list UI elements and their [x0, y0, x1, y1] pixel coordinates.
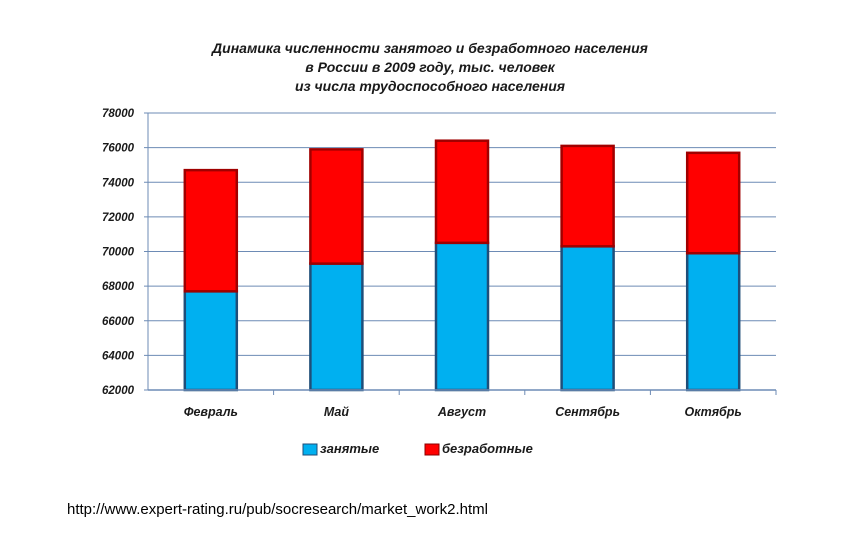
x-axis-category-labels: Февраль Май Август Сентябрь Октябрь — [184, 390, 777, 419]
bar-unemployed-1 — [309, 148, 364, 265]
bars — [183, 139, 741, 392]
y-tick-label: 68000 — [102, 281, 135, 293]
bar-employed-0 — [183, 290, 239, 392]
x-category-label: Февраль — [184, 405, 238, 419]
y-tick-label: 76000 — [102, 143, 135, 155]
y-tick-label: 62000 — [102, 385, 135, 397]
stacked-bar-chart: Динамика численности занятого и безработ… — [102, 40, 777, 456]
y-tick-label: 74000 — [102, 177, 135, 189]
chart-title-line-3: из числа трудоспособного населения — [295, 78, 565, 94]
legend-swatch-unemployed — [424, 443, 440, 456]
bar-unemployed-2 — [434, 139, 490, 245]
legend: занятые безработные — [302, 441, 533, 456]
legend-swatch-employed — [302, 443, 318, 456]
x-category-label: Сентябрь — [555, 405, 620, 419]
x-category-label: Август — [437, 405, 486, 419]
x-category-label: Май — [324, 405, 350, 419]
y-tick-label: 64000 — [102, 350, 135, 362]
legend-label-employed: занятые — [320, 441, 379, 456]
bar-employed-4 — [685, 251, 741, 392]
y-tick-label: 78000 — [102, 108, 135, 120]
bar-employed-2 — [434, 241, 490, 392]
x-category-label: Октябрь — [685, 405, 742, 419]
legend-label-unemployed: безработные — [442, 441, 533, 456]
y-tick-label: 66000 — [102, 316, 135, 328]
bar-unemployed-4 — [685, 151, 741, 255]
y-tick-label: 72000 — [102, 212, 135, 224]
y-tick-label: 70000 — [102, 247, 135, 259]
y-axis-tick-labels: 78000 76000 74000 72000 70000 68000 66000 64000… — [102, 108, 135, 397]
chart-title-line-2: в России в 2009 году, тыс. человек — [305, 59, 555, 75]
bar-employed-1 — [309, 262, 364, 392]
bar-unemployed-3 — [560, 144, 615, 248]
chart-title-line-1: Динамика численности занятого и безработ… — [211, 40, 648, 56]
source-url: http://www.expert-rating.ru/pub/socresea… — [67, 501, 489, 518]
chart-title: Динамика численности занятого и безработ… — [211, 40, 648, 94]
bar-unemployed-0 — [183, 168, 239, 293]
bar-employed-3 — [560, 245, 615, 392]
